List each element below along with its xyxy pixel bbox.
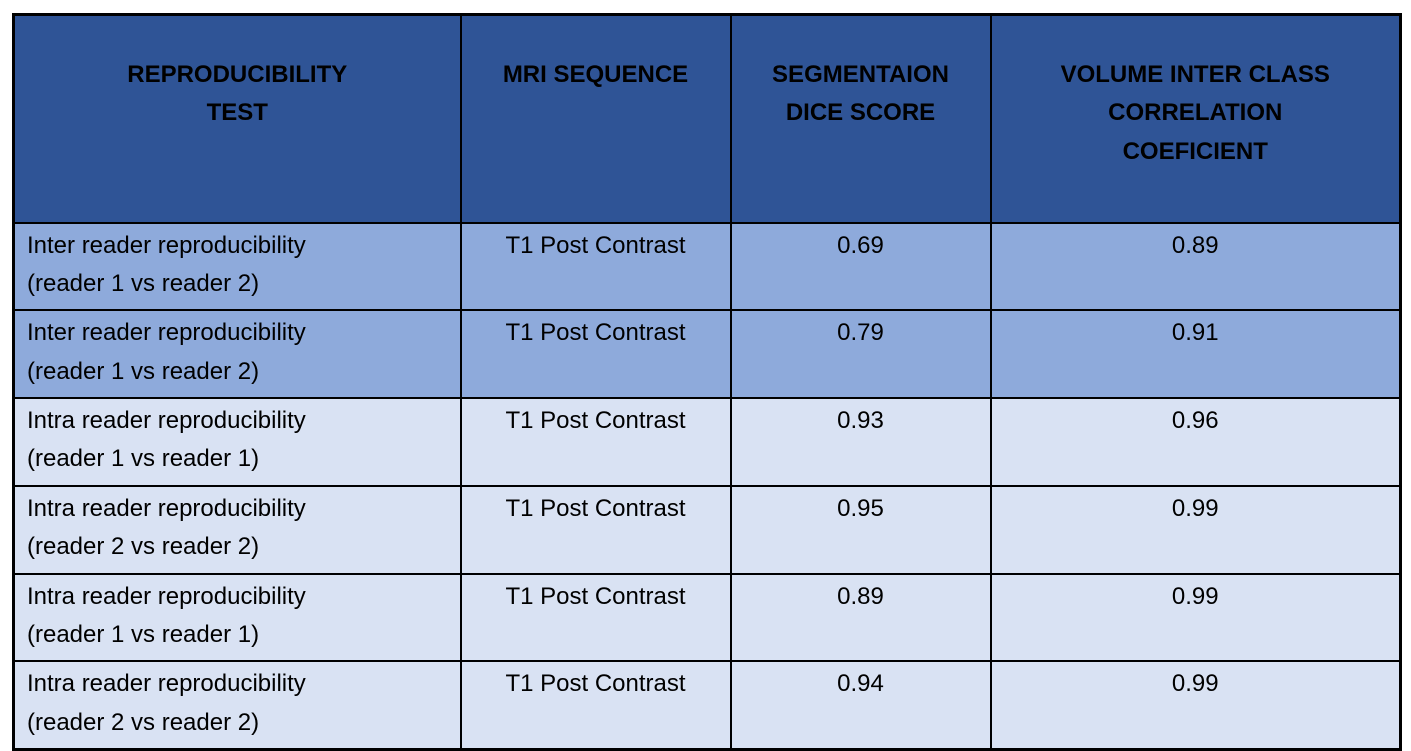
dice-score-cell: 0.93: [729, 397, 992, 487]
table-row: Intra reader reproducibility (reader 1 v…: [12, 397, 1402, 487]
icc-cell: 0.91: [989, 309, 1402, 400]
test-cell: Intra reader reproducibility (reader 2 v…: [12, 484, 462, 575]
header-cell-volume-icc: VOLUME INTER CLASS CORRELATION COEFICIEN…: [989, 13, 1402, 224]
header-cell-segmentation-dice-score: SEGMENTAION DICE SCORE: [729, 13, 992, 224]
sequence-cell: T1 Post Contrast: [459, 397, 732, 487]
table-row: Intra reader reproducibility (reader 1 v…: [12, 572, 1402, 663]
test-cell: Inter reader reproducibility (reader 1 v…: [12, 309, 462, 400]
table-row: Intra reader reproducibility (reader 2 v…: [12, 484, 1402, 575]
header-cell-reproducibility-test: REPRODUCIBILITY TEST: [12, 13, 462, 224]
icc-cell: 0.99: [989, 484, 1402, 575]
test-cell: Intra reader reproducibility (reader 2 v…: [12, 660, 462, 751]
table-row: Intra reader reproducibility (reader 2 v…: [12, 660, 1402, 751]
reproducibility-table: REPRODUCIBILITY TEST MRI SEQUENCE SEGMEN…: [12, 13, 1402, 751]
dice-score-cell: 0.94: [729, 660, 992, 751]
dice-score-cell: 0.69: [729, 221, 992, 312]
test-cell: Intra reader reproducibility (reader 1 v…: [12, 397, 462, 487]
sequence-cell: T1 Post Contrast: [459, 309, 732, 400]
sequence-cell: T1 Post Contrast: [459, 484, 732, 575]
table-row: Inter reader reproducibility (reader 1 v…: [12, 221, 1402, 312]
header-row: REPRODUCIBILITY TEST MRI SEQUENCE SEGMEN…: [12, 13, 1402, 224]
dice-score-cell: 0.79: [729, 309, 992, 400]
header-cell-mri-sequence: MRI SEQUENCE: [459, 13, 732, 224]
test-cell: Intra reader reproducibility (reader 1 v…: [12, 572, 462, 663]
icc-cell: 0.99: [989, 660, 1402, 751]
sequence-cell: T1 Post Contrast: [459, 572, 732, 663]
dice-score-cell: 0.95: [729, 484, 992, 575]
table-row: Inter reader reproducibility (reader 1 v…: [12, 309, 1402, 400]
sequence-cell: T1 Post Contrast: [459, 660, 732, 751]
test-cell: Inter reader reproducibility (reader 1 v…: [12, 221, 462, 312]
dice-score-cell: 0.89: [729, 572, 992, 663]
icc-cell: 0.99: [989, 572, 1402, 663]
icc-cell: 0.89: [989, 221, 1402, 312]
sequence-cell: T1 Post Contrast: [459, 221, 732, 312]
icc-cell: 0.96: [989, 397, 1402, 487]
